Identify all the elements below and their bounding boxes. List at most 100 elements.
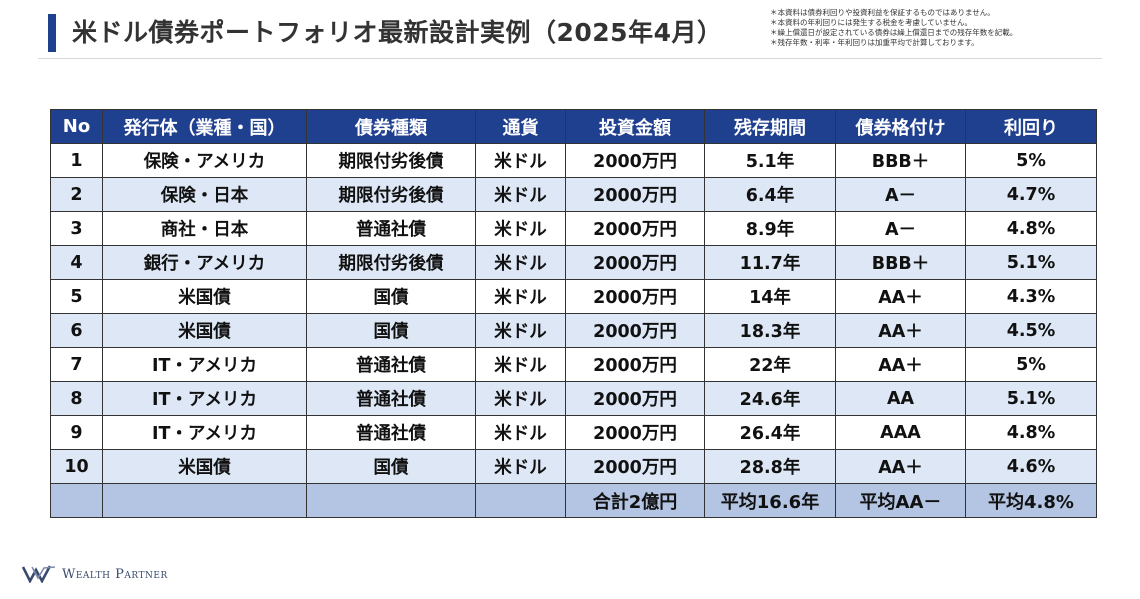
cell-remaining-term: 28.8年 — [704, 449, 836, 484]
table-row: 6 米国債 国債 米ドル 2000万円 18.3年 AA＋ 4.5% — [50, 313, 1097, 348]
footer-cell — [102, 483, 307, 518]
cell-bond-type: 期限付劣後債 — [306, 177, 476, 212]
cell-amount: 2000万円 — [565, 381, 705, 416]
cell-bond-type: 国債 — [306, 449, 476, 484]
footer-average-yield: 平均4.8% — [965, 483, 1097, 518]
cell-remaining-term: 22年 — [704, 347, 836, 382]
cell-yield: 4.6% — [965, 449, 1097, 484]
table-header-row: No 発行体（業種・国） 債券種類 通貨 投資金額 残存期間 債券格付け 利回り — [50, 109, 1097, 144]
footer-cell — [50, 483, 103, 518]
disclaimer-note: ＊本資料の年利回りには発生する税金を考慮していません。 — [770, 18, 973, 27]
footer-total-amount: 合計2億円 — [565, 483, 705, 518]
footer-average-term: 平均16.6年 — [704, 483, 836, 518]
cell-currency: 米ドル — [475, 279, 566, 314]
logo-text: Wealth Partner — [62, 566, 168, 582]
cell-remaining-term: 18.3年 — [704, 313, 836, 348]
cell-remaining-term: 11.7年 — [704, 245, 836, 280]
cell-bond-type: 普通社債 — [306, 381, 476, 416]
cell-currency: 米ドル — [475, 449, 566, 484]
table-row: 8 IT・アメリカ 普通社債 米ドル 2000万円 24.6年 AA 5.1% — [50, 381, 1097, 416]
cell-no: 5 — [50, 279, 103, 314]
cell-remaining-term: 8.9年 — [704, 211, 836, 246]
header-currency: 通貨 — [475, 109, 566, 144]
cell-bond-type: 国債 — [306, 279, 476, 314]
cell-amount: 2000万円 — [565, 449, 705, 484]
cell-currency: 米ドル — [475, 177, 566, 212]
cell-issuer: 米国債 — [102, 313, 307, 348]
cell-amount: 2000万円 — [565, 143, 705, 178]
header-rating: 債券格付け — [835, 109, 966, 144]
header-yield: 利回り — [965, 109, 1097, 144]
table-row: 9 IT・アメリカ 普通社債 米ドル 2000万円 26.4年 AAA 4.8% — [50, 415, 1097, 450]
cell-yield: 4.3% — [965, 279, 1097, 314]
wealth-partner-logo-icon — [22, 565, 56, 583]
disclaimer-note: ＊本資料は債券利回りや投資利益を保証するものではありません。 — [770, 8, 995, 17]
table-body: 1 保険・アメリカ 期限付劣後債 米ドル 2000万円 5.1年 BBB＋ 5% 2 保険・日本期… — [50, 143, 1097, 484]
cell-rating: AA＋ — [835, 313, 966, 348]
cell-no: 6 — [50, 313, 103, 348]
cell-remaining-term: 26.4年 — [704, 415, 836, 450]
table-row: 2 保険・日本 期限付劣後債 米ドル 2000万円 6.4年 A－ 4.7% — [50, 177, 1097, 212]
cell-no: 3 — [50, 211, 103, 246]
cell-issuer: IT・アメリカ — [102, 415, 307, 450]
cell-amount: 2000万円 — [565, 211, 705, 246]
cell-remaining-term: 14年 — [704, 279, 836, 314]
cell-bond-type: 普通社債 — [306, 347, 476, 382]
cell-no: 10 — [50, 449, 103, 484]
table-row: 10 米国債 国債 米ドル 2000万円 28.8年 AA＋ 4.6% — [50, 449, 1097, 484]
title-accent-bar — [48, 14, 56, 52]
cell-issuer: IT・アメリカ — [102, 347, 307, 382]
cell-amount: 2000万円 — [565, 177, 705, 212]
cell-issuer: 米国債 — [102, 279, 307, 314]
cell-yield: 5.1% — [965, 245, 1097, 280]
cell-amount: 2000万円 — [565, 279, 705, 314]
page-title: 米ドル債券ポートフォリオ最新設計実例（2025年4月） — [72, 18, 723, 47]
company-logo: Wealth Partner — [22, 565, 168, 583]
cell-bond-type: 期限付劣後債 — [306, 245, 476, 280]
header-remaining-term: 残存期間 — [704, 109, 836, 144]
table-row: 4 銀行・アメリカ 期限付劣後債 米ドル 2000万円 11.7年 BBB＋ 5.1% — [50, 245, 1097, 280]
cell-currency: 米ドル — [475, 211, 566, 246]
table-row: 1 保険・アメリカ 期限付劣後債 米ドル 2000万円 5.1年 BBB＋ 5% — [50, 143, 1097, 178]
cell-bond-type: 普通社債 — [306, 211, 476, 246]
cell-no: 1 — [50, 143, 103, 178]
header-divider — [38, 58, 1102, 59]
table-row: 3 商社・日本 普通社債 米ドル 2000万円 8.9年 A－ 4.8% — [50, 211, 1097, 246]
cell-currency: 米ドル — [475, 313, 566, 348]
cell-no: 7 — [50, 347, 103, 382]
cell-bond-type: 普通社債 — [306, 415, 476, 450]
cell-yield: 4.7% — [965, 177, 1097, 212]
header-amount: 投資金額 — [565, 109, 705, 144]
cell-rating: BBB＋ — [835, 245, 966, 280]
cell-currency: 米ドル — [475, 381, 566, 416]
cell-rating: A－ — [835, 211, 966, 246]
table-row: 7 IT・アメリカ 普通社債 米ドル 2000万円 22年 AA＋ 5% — [50, 347, 1097, 382]
cell-currency: 米ドル — [475, 245, 566, 280]
cell-rating: A－ — [835, 177, 966, 212]
disclaimer-note: ＊繰上償還日が設定されている債券は繰上償還日までの残存年数を記載。 — [770, 28, 1018, 37]
disclaimer-note: ＊残存年数・利率・年利回りは加重平均で計算しております。 — [770, 38, 979, 47]
cell-yield: 5.1% — [965, 381, 1097, 416]
footer-cell — [475, 483, 566, 518]
cell-yield: 4.8% — [965, 415, 1097, 450]
header-no: No — [50, 109, 103, 144]
cell-rating: AA＋ — [835, 347, 966, 382]
cell-issuer: 銀行・アメリカ — [102, 245, 307, 280]
cell-rating: AA＋ — [835, 279, 966, 314]
cell-amount: 2000万円 — [565, 415, 705, 450]
cell-amount: 2000万円 — [565, 245, 705, 280]
cell-amount: 2000万円 — [565, 313, 705, 348]
disclaimer-notes: ＊本資料は債券利回りや投資利益を保証するものではありません。 ＊本資料の年利回り… — [770, 8, 1110, 48]
cell-bond-type: 国債 — [306, 313, 476, 348]
cell-rating: AA — [835, 381, 966, 416]
cell-amount: 2000万円 — [565, 347, 705, 382]
cell-no: 8 — [50, 381, 103, 416]
header-bond-type: 債券種類 — [306, 109, 476, 144]
footer-cell — [306, 483, 476, 518]
cell-yield: 4.8% — [965, 211, 1097, 246]
cell-rating: AA＋ — [835, 449, 966, 484]
cell-rating: BBB＋ — [835, 143, 966, 178]
header-issuer: 発行体（業種・国） — [102, 109, 307, 144]
cell-no: 9 — [50, 415, 103, 450]
